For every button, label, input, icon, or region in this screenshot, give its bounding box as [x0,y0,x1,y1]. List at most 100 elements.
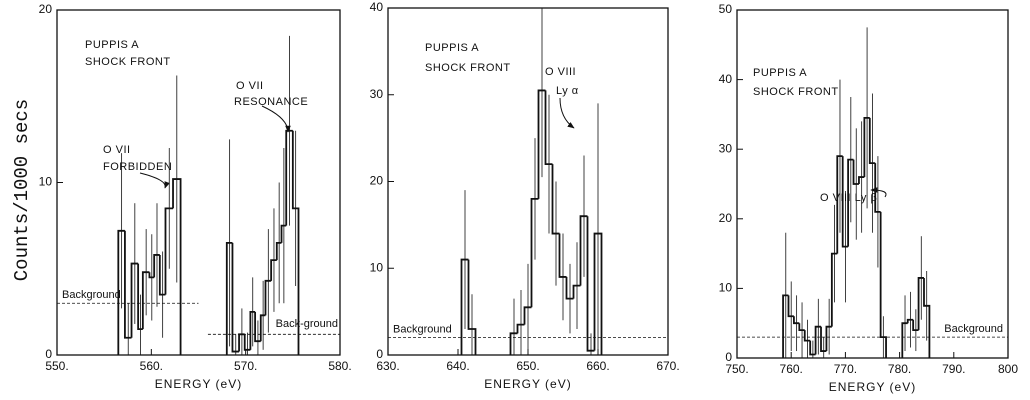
arrow [139,172,170,189]
y-tick-label: 50 [719,2,733,16]
histogram-bin [225,241,233,355]
histogram-bin [530,197,539,308]
x-tick-label: 580. [328,359,351,373]
x-tick-label: 660. [586,359,609,373]
histogram-bin [130,262,139,338]
histogram-bin [852,159,859,185]
histogram-bin [280,224,287,243]
histogram-bin [809,340,816,356]
histogram-bin [798,323,805,332]
histogram-bin [544,90,553,166]
histogram-bin [782,294,789,358]
background-label: Back-ground [276,318,338,330]
y-tick-label: 10 [370,260,384,274]
x-axis-label: ENERGY (eV) [484,377,571,391]
background-label: Background [393,324,452,336]
histogram-bin [460,258,469,355]
annotation: O VIII Ly β [820,192,877,204]
histogram-bin [814,325,822,355]
histogram-bin [164,207,174,295]
x-tick-label: 770. [834,362,857,376]
histogram-bin [917,277,924,331]
histogram-bin [254,311,261,343]
y-axis-label: Counts/1000 secs [11,99,33,281]
histogram-bin [148,272,155,279]
histogram-bin [820,326,827,352]
x-tick-label: 780. [888,362,911,376]
x-tick-label: 640. [446,359,469,373]
histogram-bin [912,319,919,332]
histogram-bin [793,316,800,325]
annotation: RESONANCE [234,96,308,108]
histogram-bin [847,158,854,247]
background-label: Background [62,289,121,301]
histogram-bin [243,334,251,351]
histogram-bin [264,279,272,316]
y-tick-label: 0 [45,347,52,361]
arrow [870,187,887,198]
y-tick-label: 0 [725,350,732,364]
histogram-bin [558,233,567,278]
histogram [460,8,603,355]
y-tick-label: 40 [370,0,384,14]
histogram-bin [579,215,588,286]
y-tick-label: 0 [376,347,383,361]
arrow [261,105,291,133]
y-tick-label: 40 [719,72,733,86]
annotation: PUPPIS A [425,42,479,54]
histogram-bin [572,284,581,299]
panel: 0 10 20 30 40 50 750. 760. 770. 780. 790. 800 ENERGY… [719,2,1019,394]
histogram-bin [117,229,125,355]
x-tick-label: 650. [516,359,539,373]
y-tick-label: 30 [370,87,384,101]
x-tick-label: 570. [234,359,257,373]
annotation: O VIII [545,66,576,78]
histogram-bin [275,241,282,261]
x-tick-label: 800 [998,362,1018,376]
annotation: SHOCK FRONT [85,56,171,68]
histogram-bin [803,330,811,342]
histogram-bin [906,318,914,324]
histogram-bin [863,116,870,178]
x-tick-label: 790. [942,362,965,376]
y-tick-label: 10 [719,281,733,295]
annotation: O VII [236,80,264,92]
y-tick-label: 20 [719,211,733,225]
histogram-bin [509,332,518,355]
histogram-bin [153,254,160,278]
x-tick-label: 630. [376,359,399,373]
histogram [782,27,931,358]
histogram-bin [565,276,574,300]
y-tick-label: 30 [719,141,733,155]
histogram-bin [858,176,865,184]
histogram-bin [586,216,595,352]
background-label: Background [944,323,1003,335]
histogram-bin [231,242,240,353]
x-axis-label: ENERGY (eV) [829,380,916,394]
histogram-bin [825,325,832,352]
histogram-bin [551,164,560,235]
histogram-bin [874,163,881,213]
histogram-bin [836,155,843,254]
annotation: O VII [103,144,131,156]
arrow [559,97,575,129]
histogram-bin [868,117,876,165]
histogram [117,35,300,355]
histogram-bin [516,323,525,334]
histogram-bin [259,314,266,342]
x-tick-label: 550. [45,359,68,373]
annotation: SHOCK FRONT [753,86,839,98]
histogram-bin [124,230,132,339]
histogram-bin [523,306,532,325]
histogram-bin [537,89,546,199]
x-axis-label: ENERGY (eV) [155,377,242,391]
y-tick-label: 20 [370,174,384,188]
annotation: PUPPIS A [85,39,139,51]
panel: 0 10 20 30 40 630. 640. 650. 660. 670. ENERGY (eV)… [370,0,680,391]
annotation: PUPPIS A [753,67,807,79]
histogram-bin [830,252,838,327]
histogram-bin [787,295,794,318]
histogram-bin [841,156,849,248]
histogram-bin [141,271,150,330]
